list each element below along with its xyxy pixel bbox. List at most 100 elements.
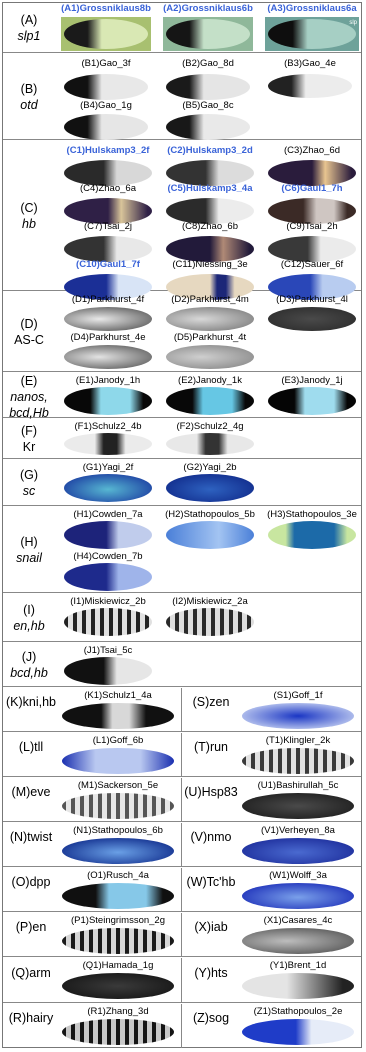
panel-letter: (O) [11, 875, 30, 889]
gene-name: hairy [26, 1011, 54, 1025]
row-label: (O)dpp [3, 874, 59, 890]
embryo-image-panel: (L1)Goff_6b [59, 735, 177, 774]
image-caption: (E1)Janody_1h [75, 375, 141, 386]
panel-letter: (T) [193, 740, 210, 754]
embryo-image [64, 657, 152, 685]
image-caption: (Z1)Stathopoulos_2e [253, 1006, 343, 1017]
figure-row-pair: (L)tll (L1)Goff_6b (T)run (T1)Klingler_2k [3, 733, 361, 777]
embryo-image [166, 160, 254, 186]
row-label: (N)twist [3, 829, 59, 845]
image-caption: (Q1)Hamada_1g [82, 960, 154, 971]
column-divider [181, 913, 182, 956]
embryo-image-panel: (H3)Stathopoulos_3e [265, 509, 359, 549]
embryo-image [62, 1019, 174, 1045]
image-caption: (P1)Steingrimsson_2g [71, 915, 165, 926]
image-caption: (J1)Tsai_5c [83, 645, 133, 656]
embryo-image-panel: (Q1)Hamada_1g [59, 960, 177, 999]
row-label: (E) nanos, bcd,Hb [3, 373, 55, 421]
embryo-image [64, 74, 148, 100]
image-caption: (C5)Hulskamp3_4a [167, 183, 253, 194]
embryo-image [242, 1019, 354, 1045]
figure-row-pair: (R)hairy (R1)Zhang_3d (Z)sog (Z1)Stathopoul… [3, 1004, 361, 1048]
embryo-image-panel: (N1)Stathopoulos_6b [59, 825, 177, 864]
embryo-image [268, 521, 356, 549]
image-caption: (C6)Gaul1_7h [281, 183, 343, 194]
embryo-image [62, 703, 174, 729]
gene-name: run [209, 740, 229, 754]
row-label: (L)tll [3, 739, 59, 755]
gene-name: hts [210, 965, 228, 980]
embryo-image-panel: (D5)Parkhurst_4t [163, 332, 257, 369]
embryo-image [64, 307, 152, 331]
embryo-image-panel: (C2)Hulskamp3_2d [163, 145, 257, 186]
image-caption: (K1)Schulz1_4a [84, 690, 152, 701]
image-caption: (W1)Wolff_3a [269, 870, 327, 881]
embryo-image [64, 563, 152, 591]
embryo-image [242, 928, 354, 954]
embryo-image-panel: (I2)Miskiewicz_2a [163, 596, 257, 636]
embryo-image-panel: (F2)Schulz2_4g [163, 421, 257, 455]
image-caption: (M1)Sackerson_5e [77, 780, 159, 791]
image-caption: (D3)Parkhurst_4l [276, 294, 348, 305]
embryo-image [242, 838, 354, 864]
embryo-image-panel: (W1)Wolff_3a [239, 870, 357, 909]
image-caption: (H3)Stathopoulos_3e [267, 509, 357, 520]
image-caption: (C11)Niessing_3e [172, 259, 248, 270]
embryo-image [166, 74, 250, 100]
embryo-image [268, 307, 356, 331]
embryo-image-panel: (C11)Niessing_3e [163, 259, 257, 300]
panel-letter: (V) [190, 830, 208, 844]
panel-letter: (U) [184, 785, 202, 799]
image-caption: (O1)Rusch_4a [87, 870, 149, 881]
gene-name: eve [30, 785, 51, 799]
row-label: (V)nmo [183, 829, 239, 845]
figure-row-j: (J) bcd,hb (J1)Tsai_5c [3, 643, 361, 687]
embryo-image [166, 236, 254, 262]
column-divider [181, 823, 182, 866]
image-caption: (R1)Zhang_3d [87, 1006, 149, 1017]
embryo-image-panel: (C8)Zhao_6b [163, 221, 257, 262]
row-label: (D) AS-C [3, 316, 55, 348]
embryo-image-panel: (H4)Cowden_7b [61, 551, 155, 591]
image-caption: (D4)Parkhurst_4e [70, 332, 146, 343]
embryo-image [64, 387, 152, 415]
gene-name: arm [29, 965, 51, 980]
embryo-image [64, 345, 152, 369]
embryo-image-panel: (S1)Goff_1f [239, 690, 357, 729]
panel-letter: (Y) [194, 965, 211, 980]
figure-row-f: (F) Kr (F1)Schulz2_4b (F2)Schulz2_4g [3, 419, 361, 459]
embryo-image-panel: (G2)Yagi_2b [163, 462, 257, 502]
embryo-image [242, 748, 354, 774]
image-caption: (C4)Zhao_6a [80, 183, 136, 194]
row-label: (B) otd [3, 81, 55, 113]
panel-letter: (F) [21, 424, 37, 438]
figure-row-pair: (N)twist (N1)Stathopoulos_6b (V)nmo (V1)Ver… [3, 823, 361, 867]
gene-name: sog [208, 1011, 230, 1025]
column-divider [181, 958, 182, 1002]
image-caption: (C1)Hulskamp3_2f [66, 145, 150, 156]
embryo-image [268, 160, 356, 186]
row-label: (S)zen [183, 694, 239, 710]
panel-letter: (S) [192, 695, 210, 709]
embryo-image-panel: (R1)Zhang_3d [59, 1006, 177, 1045]
figure-row-b: (B) otd (B1)Gao_3f (B2)Gao_8d (B3)Gao_4e (B4)… [3, 54, 361, 140]
embryo-image [242, 973, 354, 999]
gene-name: slp1 [17, 29, 41, 43]
gene-name: kni,hb [22, 695, 57, 709]
figure-row-a: (A) slp1 (A1)Grossniklaus8b (A2)Grossniklau… [3, 3, 361, 53]
embryo-image [62, 928, 174, 954]
embryo-image [64, 114, 148, 140]
figure-panel: (A) slp1 (A1)Grossniklaus8b (A2)Grossniklau… [2, 2, 362, 1048]
image-caption: (A3)Grossniklaus6a [267, 3, 357, 14]
gene-name: snail [16, 551, 42, 565]
embryo-image [166, 307, 254, 331]
embryo-image-panel: (C10)Gaul1_7f [61, 259, 155, 300]
gene-name: nmo [207, 830, 232, 844]
image-caption: (Y1)Brent_1d [269, 960, 327, 971]
embryo-image [242, 883, 354, 909]
gene-name: Kr [22, 440, 36, 454]
gene-name: en,hb [13, 619, 45, 633]
embryo-image [62, 838, 174, 864]
gene-name: zen [209, 695, 230, 709]
gene-name: sc [22, 484, 36, 498]
